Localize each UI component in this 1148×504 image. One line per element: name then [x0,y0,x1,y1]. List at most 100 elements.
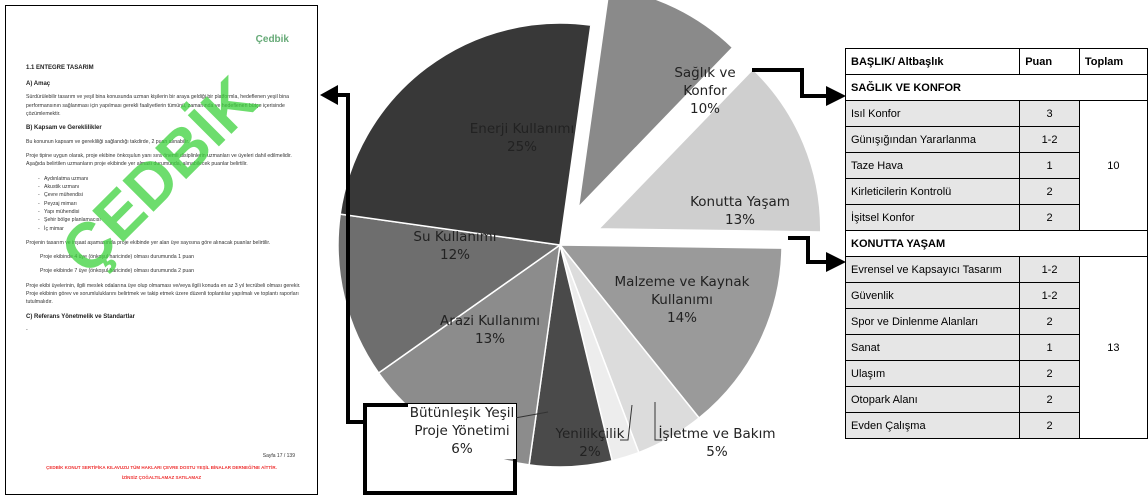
value-label: 13% [474,331,505,348]
table-row: Güvenlik 1-2 [844,282,1148,309]
points: 1-2 [1019,282,1080,309]
table-row: Taze Hava 1 [844,152,1148,179]
criterion: Kirleticilerin Kontrolü [844,178,1021,205]
header-cell: Toplam [1078,48,1148,75]
slice-label: Bütünleşik Yeşil Proje Yönetimi 6% [408,404,516,459]
category-label: Yenilikçilik [555,426,625,442]
table-row: Spor ve Dinlenme Alanları 2 [844,308,1148,335]
value-label: 12% [439,247,470,264]
criterion: Evden Çalışma [844,412,1021,439]
slice-label: Malzeme ve Kaynak Kullanımı 14% [607,273,757,328]
section-title: C) Referans Yönetmelik ve Standartlar [26,313,135,320]
criterion: Ulaşım [844,360,1021,387]
paragraph: Projenin tasarım ve inşaat aşamasında pr… [26,239,271,246]
total: 13 [1078,256,1148,439]
slice-label: Konutta Yaşam 13% [670,193,810,229]
points: 1-2 [1019,126,1080,153]
section-title: B) Kapsam ve Gereklilikler [26,125,102,132]
points: 1 [1019,334,1080,361]
arrowhead [826,252,846,272]
header-cell: Puan [1019,48,1080,75]
criterion: Taze Hava [844,152,1021,179]
value-label: 2% [579,444,601,461]
leader-line [514,411,549,419]
paragraph: Sürdürülebilir tasarım ve yeşil bina kon… [26,94,289,117]
table-row: Isıl Konfor 3 10 [844,100,1148,231]
points: 3 [1019,100,1080,127]
table-row: Evrensel ve Kapsayıcı Tasarım 1-2 13 [844,256,1148,439]
table-row: Otopark Alanı 2 [844,386,1148,413]
logo: Çedbik [255,34,289,45]
paragraph: Bu konunun kapsam ve gerekliliği sağland… [26,138,190,145]
category-label: Bütünleşik Yeşil Proje Yönetimi [409,405,515,440]
leader-line [620,404,633,441]
points: 2 [1019,386,1080,413]
criterion: Günışığından Yararlanma [844,126,1021,153]
category-label: İşletme ve Bakım [658,426,776,442]
section-title: A) Amaç [26,80,51,87]
document-page: Çedbik 1.1 ENTEGRE TASARIM A) Amaç Sürdü… [5,5,318,495]
pie-slice [597,68,822,233]
table-row: İşitsel Konfor 2 [844,204,1148,231]
slice-label: Enerji Kullanımı 25% [442,120,602,156]
slice-label: Su Kullanımı 12% [395,228,515,264]
footer: İZİNSİZ ÇOĞALTILAMAZ SATILAMAZ [121,475,202,480]
list-item: Yapı mühendisi [44,208,303,216]
leader-lines [514,402,662,441]
header-cell: BAŞLIK/ Altbaşlık [844,48,1021,75]
points-table: BAŞLIK/ Altbaşlık Puan Toplam SAĞLIK VE KON… [844,48,1148,439]
slice-label: Yenilikçilik 2% [551,425,629,461]
criterion: Evrensel ve Kapsayıcı Tasarım [844,256,1021,283]
category-label: Enerji Kullanımı [469,121,575,137]
table-row: Günışığından Yararlanma 1-2 [844,126,1148,153]
points: 1 [1019,152,1080,179]
footer: ÇEDBİK KONUT SERTİFİKA KILAVUZU TÜM HAKL… [46,465,277,470]
paragraph: Proje ekibi üyelerinin, ilgili meslek od… [26,282,301,306]
category-label: Arazi Kullanımı [440,313,540,329]
points: 2 [1019,412,1080,439]
arrowhead [826,86,846,106]
category-label: Konutta Yaşam [690,194,790,210]
criterion: Sanat [844,334,1021,361]
arrow [336,93,365,424]
list: Aydınlatma uzmanıAkustik uzmanıÇevre müh… [26,175,303,233]
arrow [788,236,828,264]
criterion: Isıl Konfor [844,100,1021,127]
total: 10 [1078,100,1148,231]
slice-label: Sağlık ve Konfor 10% [664,64,746,119]
section-row: SAĞLIK VE KONFOR [845,74,1148,101]
table-row: Kirleticilerin Kontrolü 2 [844,178,1148,205]
pie-slice [337,213,562,375]
slice-label: İşletme ve Bakım 5% [650,425,785,461]
list-item: Peyzaj mimarı [44,200,303,208]
header-row: BAŞLIK/ Altbaşlık Puan Toplam [844,48,1148,75]
section-title: SAĞLIK VE KONFOR [845,74,1148,101]
section-title: KONUTTA YAŞAM [845,230,1148,257]
criterion: Güvenlik [844,282,1021,309]
points: 2 [1019,308,1080,335]
value-label: 10% [689,101,720,118]
value-label: 13% [724,212,755,229]
list-item: İç mimar [44,225,303,233]
criterion: İşitsel Konfor [844,204,1021,231]
heading: 1.1 ENTEGRE TASARIM [26,65,94,71]
value-label: 25% [506,139,537,156]
arrowhead [320,85,338,105]
arrow [752,68,828,98]
leader-line [654,402,662,441]
section-row: KONUTTA YAŞAM [845,230,1148,257]
points: 2 [1019,204,1080,231]
category-label: Malzeme ve Kaynak Kullanımı [614,274,750,309]
criterion: Spor ve Dinlenme Alanları [844,308,1021,335]
page-number: Sayfa 17 / 139 [262,453,295,459]
list-item: Çevre mühendisi [44,191,303,199]
list-item: Aydınlatma uzmanı [44,175,303,183]
pie-slice [558,244,783,420]
paragraph: Proje tipine uygun olarak, proje ekibine… [26,153,292,168]
paragraph: Proje ekibinde 4 üye (önkoşul haricinde)… [40,254,194,261]
points: 2 [1019,178,1080,205]
paragraph: - [26,327,28,334]
list-item: Şehir bölge planlamacısı [44,216,303,224]
slice-label: Arazi Kullanımı 13% [420,312,560,348]
